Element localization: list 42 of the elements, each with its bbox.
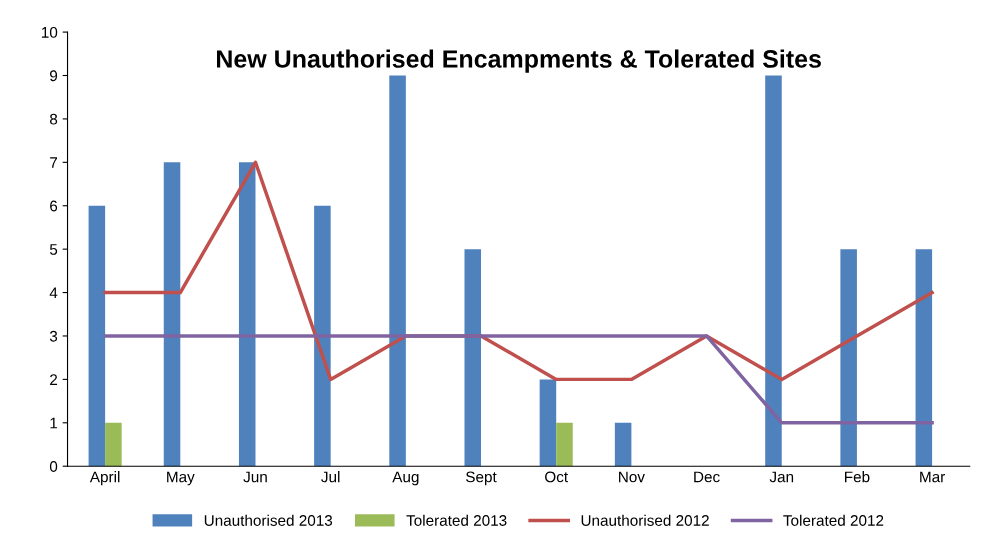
bar: [539, 379, 557, 467]
bar: [915, 249, 933, 467]
bar: [464, 249, 482, 467]
x-tick-label: Jan: [769, 471, 794, 483]
y-tick-label: 6: [50, 200, 58, 212]
y-tick-label: 4: [49, 287, 58, 299]
x-tick-label: Oct: [545, 471, 568, 483]
y-tick-label: 10: [41, 26, 58, 38]
bar: [840, 249, 857, 467]
x-tick-label: Mar: [920, 471, 946, 483]
x-tick-label: Jun: [243, 471, 267, 483]
x-tick-label: Jul: [321, 471, 340, 483]
y-tick-label: 0: [49, 461, 58, 472]
bar: [614, 422, 632, 467]
legend-label: Tolerated 2012: [783, 514, 884, 526]
y-tick-label: 2: [50, 374, 58, 385]
y-tick-label: 5: [49, 244, 58, 255]
bar: [163, 162, 181, 467]
x-tick-label: Nov: [619, 471, 645, 483]
x-tick-label: Feb: [845, 471, 870, 483]
text: New Unauthorised Encampments & Tolerated Sites: [216, 49, 821, 73]
y-tick-label: 9: [50, 70, 58, 82]
x-tick-label: Dec: [694, 471, 720, 483]
bar: [88, 205, 106, 467]
bar: [314, 205, 331, 467]
x-tick-label: Sept: [466, 471, 497, 486]
x-tick-label: May: [167, 471, 195, 486]
legend-label: Tolerated 2013: [406, 514, 507, 526]
bar: [105, 422, 122, 467]
y-tick-label: 7: [50, 157, 58, 168]
bar: [389, 75, 406, 467]
x-tick-label: April: [89, 471, 120, 486]
x-tick-label: Aug: [392, 471, 419, 486]
bar: [556, 422, 573, 467]
y-tick-label: 1: [50, 417, 58, 429]
y-tick-label: 3: [49, 330, 58, 342]
legend-label: Unauthorised 2013: [204, 514, 333, 526]
bar: [238, 162, 256, 467]
legend-label: Unauthorised 2012: [581, 514, 709, 526]
y-tick-label: 8: [49, 113, 58, 125]
bar: [765, 75, 782, 467]
line-series: [103, 160, 934, 382]
